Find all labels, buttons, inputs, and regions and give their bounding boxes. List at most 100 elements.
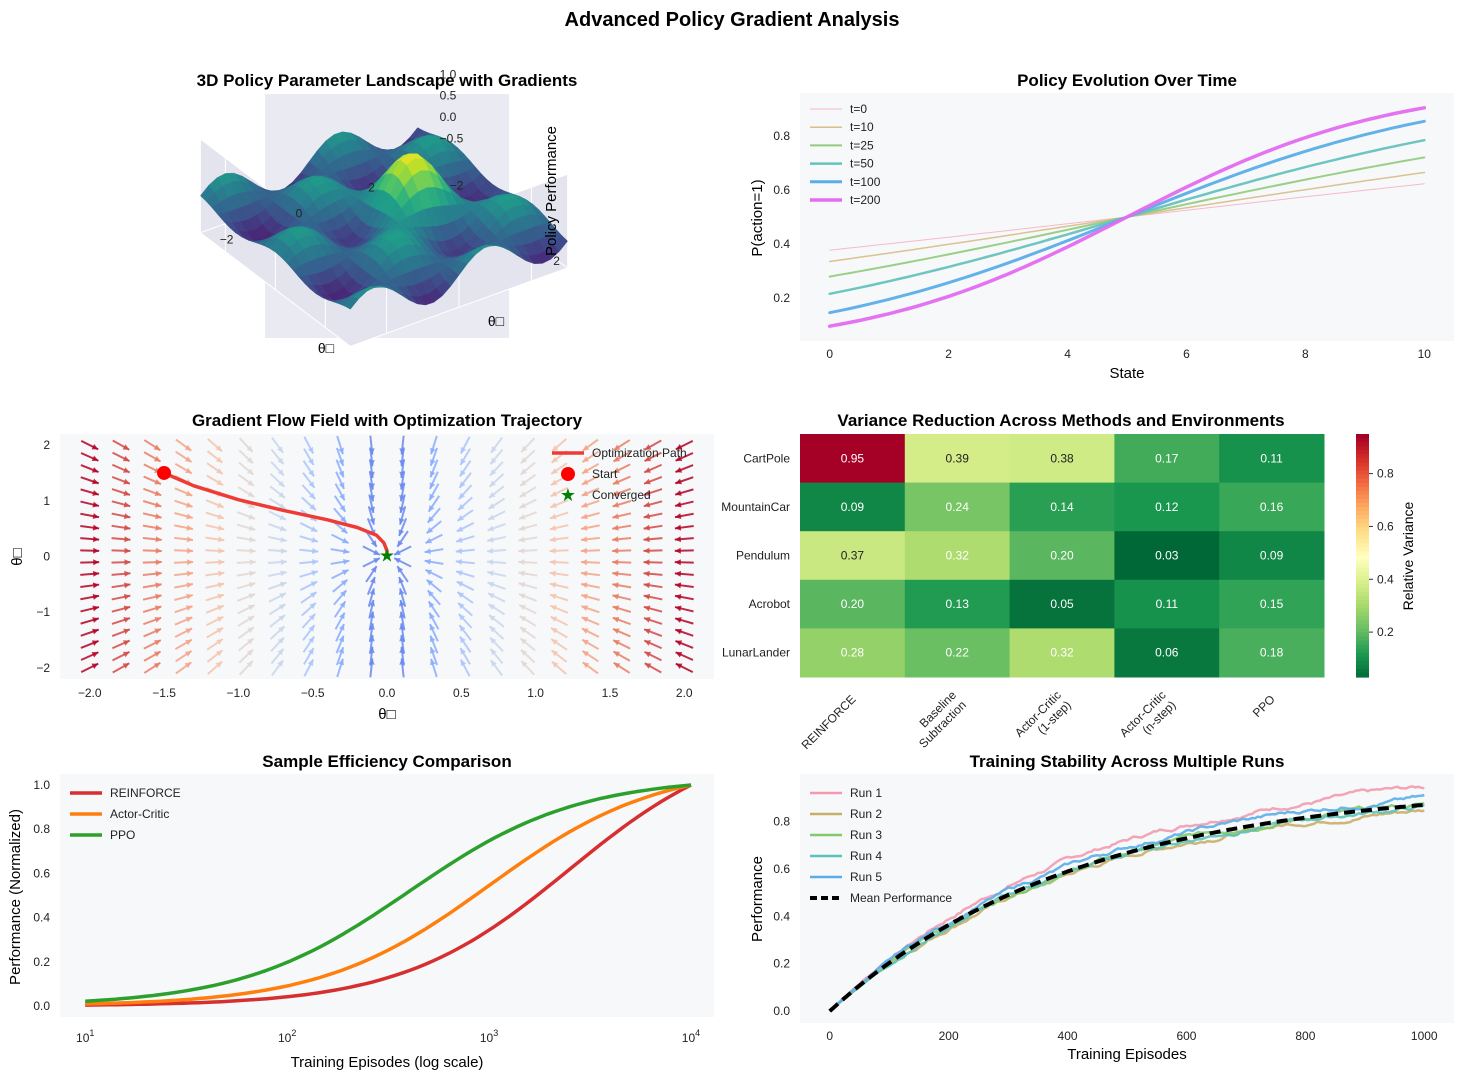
colorbar-segment (1356, 636, 1369, 642)
flow-arrowhead (674, 513, 682, 520)
flow-arrowhead (674, 524, 682, 531)
flow-arrowhead (490, 648, 497, 656)
flow-arrowhead (644, 663, 652, 669)
colorbar-segment (1356, 632, 1369, 638)
flow-arrowhead (398, 529, 405, 537)
flow-arrowhead (456, 537, 463, 543)
xaxis-tick-label: −1.5 (152, 686, 176, 700)
efficiency-plot: 101 102 103 1040.00.20.40.60.81.0REINFORCEA… (33, 774, 714, 1045)
flow-arrowhead (550, 502, 558, 508)
xaxis-tick-base: 10 (76, 1031, 90, 1045)
flow-arrowhead (278, 626, 285, 633)
flow-arrowhead (520, 627, 527, 634)
flow-arrowhead (394, 558, 401, 564)
xaxis-tick-label: 0 (826, 1029, 833, 1043)
flow-arrowhead (456, 526, 464, 532)
series-line-REINFORCE (85, 783, 692, 1007)
heatmap-cell-label: 0.32 (946, 549, 970, 563)
flow-arrowhead (675, 617, 682, 623)
flow-arrowhead (186, 513, 193, 520)
heatmap-column-label: BaselineSubtraction (906, 688, 969, 751)
flow-arrowhead (518, 513, 526, 520)
flow-arrowhead (518, 536, 525, 543)
yaxis-tick-label: 0.8 (773, 814, 790, 828)
flow-arrowhead (428, 504, 435, 512)
flow-arrowhead (675, 455, 683, 462)
yaxis-tick-label: 0.2 (33, 955, 50, 969)
yaxis-tick-label: 0.2 (773, 291, 790, 305)
flow-arrowhead (488, 503, 496, 509)
flow-arrowhead (311, 537, 318, 543)
colorbar-segment (1356, 672, 1369, 678)
heatmap-cell-label: 0.20 (1050, 549, 1074, 563)
flow-arrowhead (643, 547, 650, 554)
flow-arrowhead (490, 446, 497, 453)
flow-arrowhead (124, 582, 131, 589)
flow-arrowhead (124, 570, 131, 577)
flow-plot: −2.0 −1.5 −1.0 −0.5 0.0 0.5 1.0 1.5 2.0 2 1 0 −1 −2 ★ O… (36, 434, 714, 700)
flow-arrowhead (490, 660, 497, 667)
heatmap-cell (1009, 531, 1115, 581)
efficiency-xlabel: Training Episodes (log scale) (291, 1054, 484, 1071)
flow-arrowhead (124, 536, 131, 543)
flow-arrowhead (279, 581, 287, 588)
heatmap-plot: 0.95 0.39 0.38 0.17 0.11 0.09 0.24 0.14 0.12 0.16… (721, 434, 1394, 752)
xaxis-tick-base: 10 (480, 1031, 494, 1045)
heatmap-cell (1219, 579, 1325, 629)
colorbar-segment (1356, 596, 1369, 601)
flow-arrowhead (92, 593, 100, 600)
flow-arrowhead (582, 662, 590, 669)
colorbar-segment (1356, 462, 1369, 467)
heatmap-cell-label: 0.22 (946, 646, 970, 660)
legend-label: Mean Performance (850, 891, 952, 905)
flow-arrowhead (612, 536, 619, 543)
flow-arrowhead (518, 547, 525, 554)
panel-3d-landscape: 3D Policy Parameter Landscape with Gradi… (197, 67, 578, 356)
heatmap-cell (800, 628, 906, 678)
xaxis-tick-exponent: 4 (695, 1028, 700, 1038)
panel-variance-heatmap: Variance Reduction Across Methods and En… (721, 411, 1416, 752)
flow-arrowhead (249, 570, 256, 577)
heatmap-cell-label: 0.06 (1155, 646, 1179, 660)
flow-arrowhead (643, 536, 650, 543)
yaxis-tick-label: 0.4 (33, 911, 50, 925)
heatmap-cell-label: 0.20 (841, 597, 865, 611)
flow-arrowhead (429, 635, 436, 643)
colorbar-segment (1356, 494, 1369, 500)
heatmap-cell (904, 531, 1011, 581)
flow-arrowhead (249, 547, 256, 554)
flow-arrowhead (519, 491, 527, 497)
colorbar-tick-label: 0.2 (1377, 625, 1394, 639)
flow-arrowhead (248, 513, 256, 520)
flow-arrowhead (122, 455, 130, 462)
flow-arrowhead (489, 626, 496, 633)
flow-arrowhead (217, 536, 225, 543)
flow-arrowhead (122, 444, 130, 450)
colorbar-segment (1356, 587, 1369, 593)
flow-arrowhead (612, 547, 619, 554)
landscape-ylabel: θ□ (488, 313, 505, 329)
flow-arrowhead (675, 467, 683, 473)
flow-arrowhead (279, 593, 286, 599)
colorbar-segment (1356, 624, 1369, 629)
heatmap-cell-label: 0.39 (946, 451, 970, 465)
stability-plot: 0 200 400 600 800 1000 0.0 0.2 0.4 0.6 0.8 Run 1 Run… (773, 774, 1454, 1043)
flow-arrowhead (551, 456, 559, 463)
xaxis-tick-label: 1.0 (527, 686, 544, 700)
heatmap-cell (800, 579, 906, 629)
flow-arrowhead (675, 640, 683, 646)
flow-arrowhead (399, 471, 406, 478)
yaxis-tick-label: 0.6 (773, 183, 790, 197)
flow-arrowhead (459, 481, 466, 488)
flow-arrowhead (93, 559, 100, 566)
flow-arrowhead (338, 470, 345, 478)
flow-arrowhead (92, 617, 99, 623)
flow-arrowhead (612, 501, 620, 508)
colorbar-segment (1356, 506, 1369, 512)
flow-arrowhead (489, 615, 496, 622)
yaxis-tick-label: 0.8 (773, 129, 790, 143)
colorbar-segment (1356, 442, 1369, 447)
colorbar-segment (1356, 608, 1369, 613)
flow-arrowhead (612, 524, 619, 531)
heatmap-row-label: Acrobot (749, 597, 791, 611)
